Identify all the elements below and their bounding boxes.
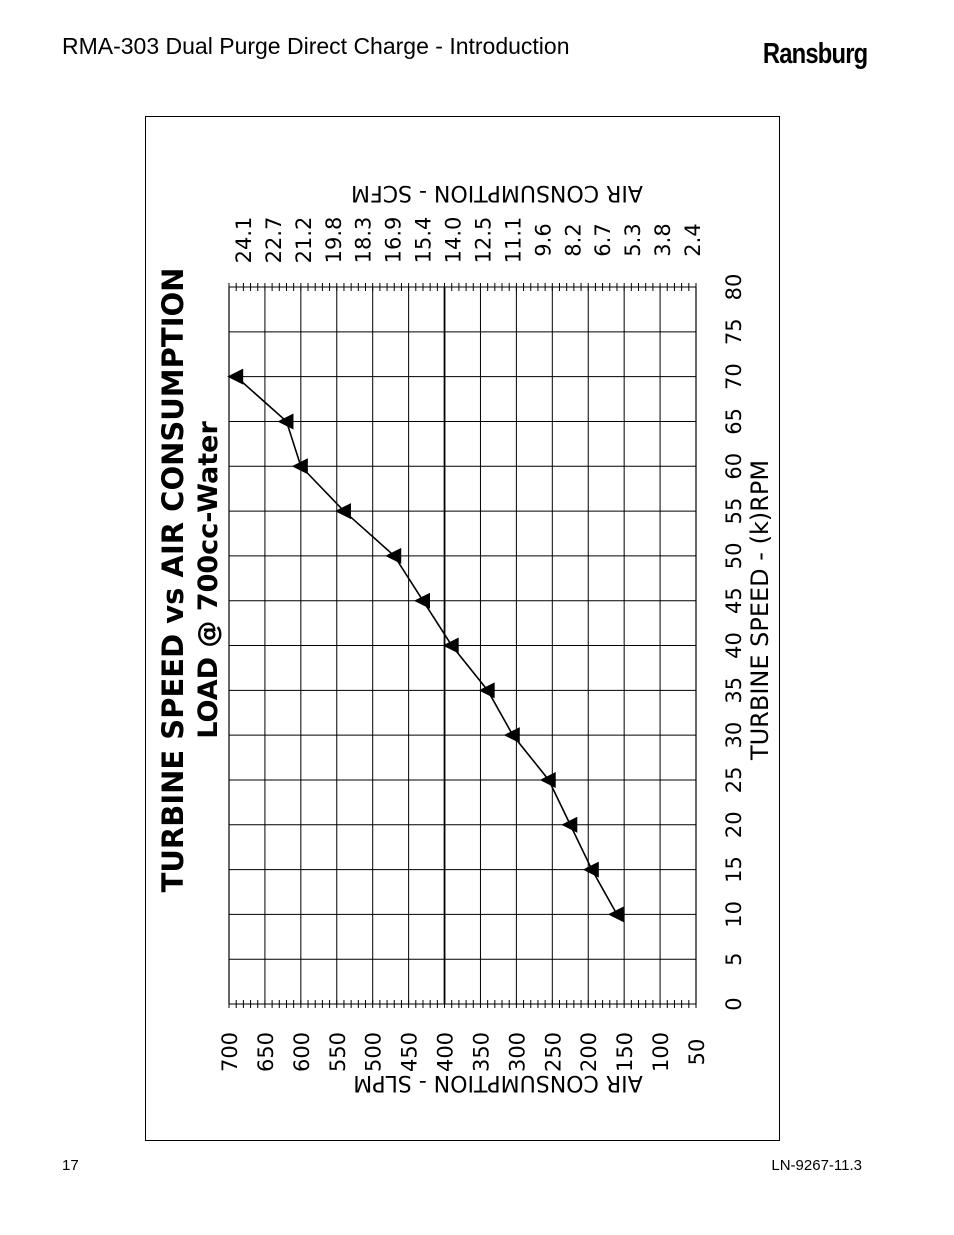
speed-tick-label: 55 <box>722 498 746 525</box>
speed-tick-label: 5 <box>722 953 746 966</box>
scfm-tick-label: 24.1 <box>232 217 256 264</box>
slpm-tick-label: 150 <box>613 1032 637 1072</box>
speed-tick-label: 50 <box>722 543 746 570</box>
slpm-tick-label: 600 <box>290 1032 314 1072</box>
scfm-tick-label: 3.8 <box>651 223 675 256</box>
data-point-marker <box>277 413 294 430</box>
scfm-tick-label: 11.1 <box>501 217 525 264</box>
scfm-tick-label: 14.0 <box>442 217 466 264</box>
slpm-tick-label: 450 <box>398 1032 422 1072</box>
brand-logo: Ransburg <box>762 38 868 70</box>
speed-tick-label: 45 <box>722 587 746 614</box>
scfm-tick-label: 19.8 <box>322 217 346 264</box>
chart-grid <box>228 286 697 1005</box>
speed-tick-label: 20 <box>722 811 746 838</box>
data-point-marker <box>607 906 624 923</box>
data-point-marker <box>385 547 402 564</box>
slpm-tick-label: 350 <box>469 1032 493 1072</box>
page-number: 17 <box>62 1157 79 1174</box>
data-point-marker <box>334 503 351 520</box>
data-point-marker <box>582 861 599 878</box>
speed-tick-label: 10 <box>722 901 746 928</box>
data-point-marker <box>227 368 244 385</box>
chart-ticks: 0 5 10 15 20 25 30 35 40 45 50 55 60 65 70 75 80 700 650 60… <box>218 217 746 1072</box>
document-title: RMA-303 Dual Purge Direct Charge - Intro… <box>62 33 570 59</box>
speed-tick-label: 40 <box>722 632 746 659</box>
slpm-tick-label: 550 <box>326 1032 350 1072</box>
data-point-marker <box>561 816 578 833</box>
data-point-marker <box>503 727 520 744</box>
slpm-tick-label: 300 <box>505 1032 529 1072</box>
chart-frame <box>145 116 780 1141</box>
speed-tick-label: 60 <box>722 453 746 480</box>
speed-tick-label: 65 <box>722 408 746 435</box>
chart-title: TURBINE SPEED vs AIR CONSUMPTION <box>156 268 190 893</box>
data-point-marker <box>539 771 556 788</box>
scfm-tick-label: 18.3 <box>352 217 376 264</box>
chart-subtitle: LOAD @ 700cc-Water <box>193 421 224 739</box>
speed-tick-label: 0 <box>722 997 746 1010</box>
speed-tick-label: 15 <box>722 856 746 883</box>
speed-tick-label: 35 <box>722 677 746 704</box>
scfm-tick-label: 9.6 <box>531 223 555 256</box>
data-point-marker <box>442 637 459 654</box>
slpm-tick-label: 250 <box>541 1032 565 1072</box>
scfm-tick-label: 16.9 <box>382 217 406 264</box>
scfm-tick-label: 15.4 <box>412 217 436 264</box>
scfm-axis-label: AIR CONSUMPTION - SCFM <box>351 180 643 205</box>
data-point-marker <box>413 592 430 609</box>
slpm-tick-label: 50 <box>685 1039 709 1066</box>
scfm-tick-label: 12.5 <box>471 217 495 264</box>
x-axis-label: TURBINE SPEED - (k)RPM <box>746 460 774 761</box>
speed-tick-label: 30 <box>722 722 746 749</box>
slpm-tick-label: 400 <box>434 1032 458 1072</box>
scfm-tick-label: 5.3 <box>621 223 645 256</box>
slpm-tick-label: 500 <box>362 1032 386 1072</box>
slpm-tick-label: 200 <box>577 1032 601 1072</box>
scfm-tick-label: 2.4 <box>681 223 705 256</box>
chart-series <box>227 368 624 923</box>
document-code: LN-9267-11.3 <box>771 1157 862 1174</box>
data-point-marker <box>291 458 308 475</box>
speed-tick-label: 75 <box>722 318 746 345</box>
data-point-marker <box>478 682 495 699</box>
speed-tick-label: 25 <box>722 767 746 794</box>
scfm-tick-label: 22.7 <box>262 217 286 264</box>
slpm-axis-label: AIR CONSUMPTION - SLPM <box>353 1070 642 1095</box>
speed-tick-label: 80 <box>722 274 746 301</box>
slpm-tick-label: 700 <box>218 1032 242 1072</box>
slpm-tick-label: 650 <box>254 1032 278 1072</box>
scfm-tick-label: 8.2 <box>561 223 585 256</box>
scfm-tick-label: 6.7 <box>591 223 615 256</box>
slpm-tick-label: 100 <box>649 1032 673 1072</box>
speed-tick-label: 70 <box>722 363 746 390</box>
scfm-tick-label: 21.2 <box>292 217 316 264</box>
